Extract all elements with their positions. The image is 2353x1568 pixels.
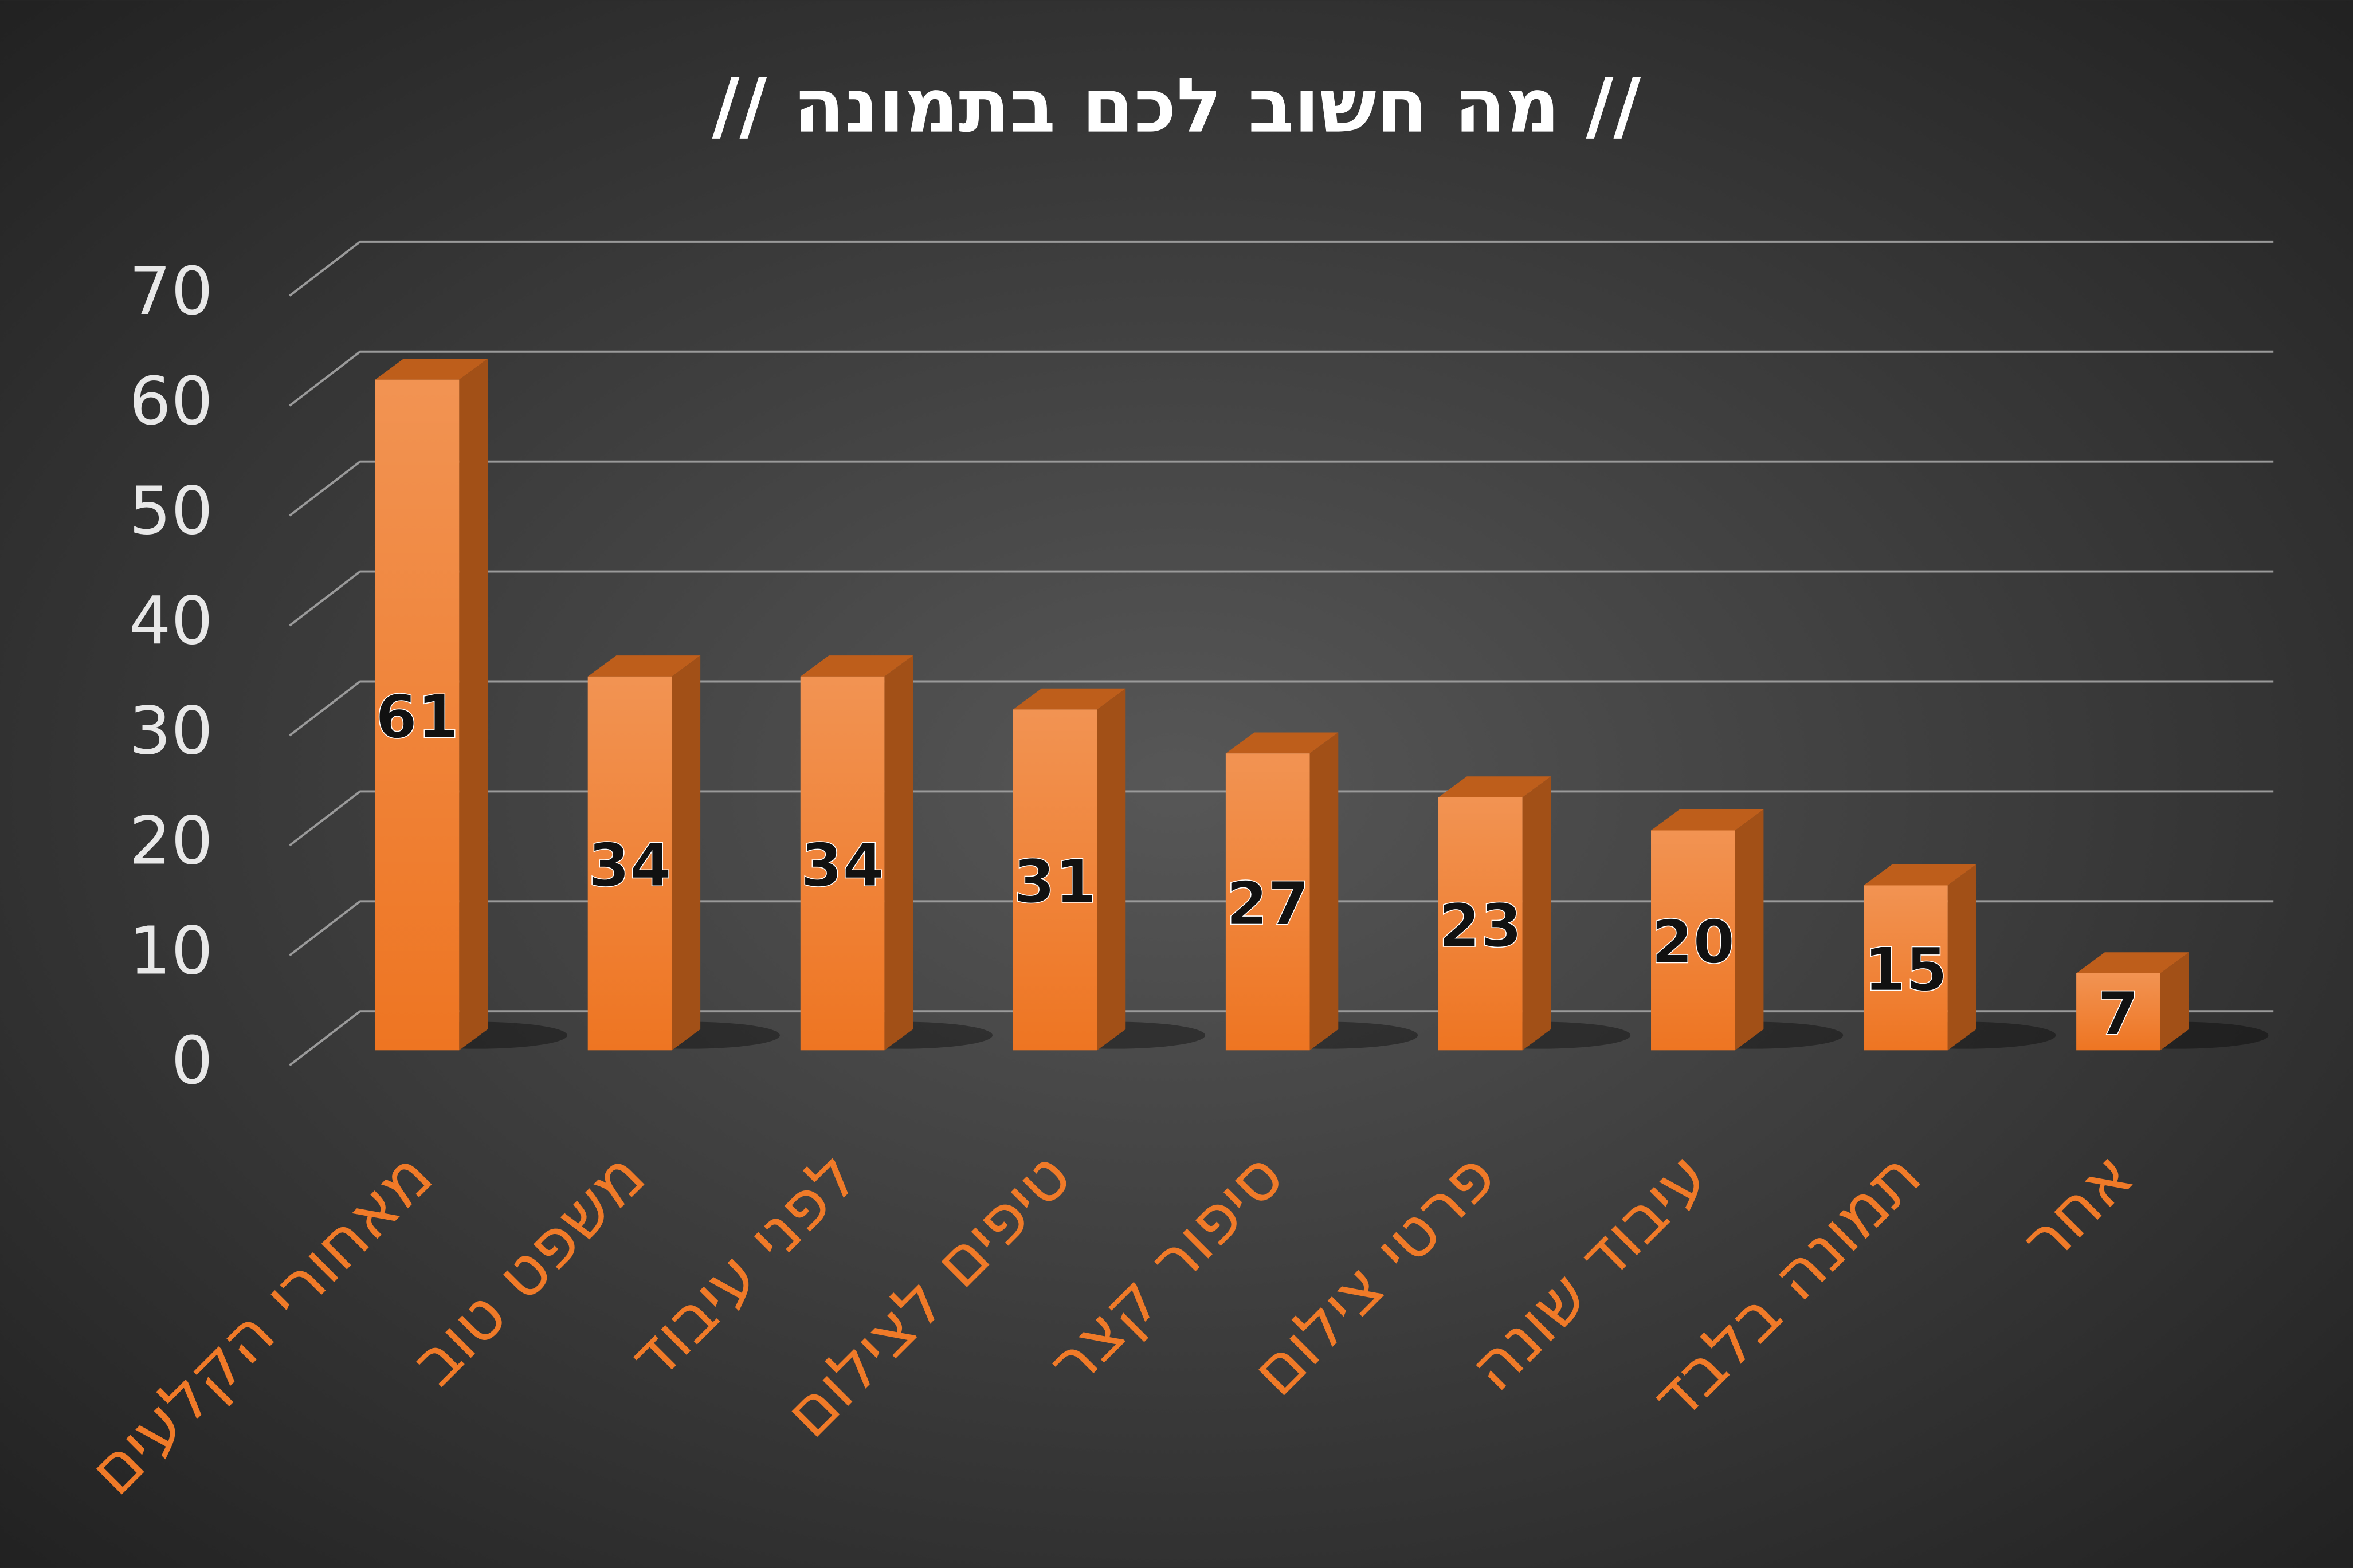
value-label: 34 xyxy=(801,830,884,900)
bar-shine xyxy=(1225,753,1310,1051)
value-label: 31 xyxy=(1013,847,1097,917)
bar-side xyxy=(1735,809,1764,1051)
y-tick-label: 0 xyxy=(171,1023,213,1099)
bar-shine xyxy=(1013,709,1097,1051)
bar-top xyxy=(1225,732,1339,754)
bar-top xyxy=(1438,776,1551,797)
bar-top xyxy=(1651,809,1764,831)
grid-line xyxy=(289,1010,2274,1067)
y-tick-label: 20 xyxy=(129,803,213,879)
value-label: 7 xyxy=(2097,978,2139,1048)
bar-side xyxy=(2160,952,2189,1051)
grid-line xyxy=(289,790,2274,847)
grid-line xyxy=(289,350,2274,407)
grid-line xyxy=(289,240,2274,297)
bar-side xyxy=(1947,864,1976,1051)
value-label: 34 xyxy=(588,830,672,900)
bar-shine xyxy=(1438,797,1523,1051)
grid-line xyxy=(289,460,2274,517)
value-label: 27 xyxy=(1226,869,1309,939)
bar-top xyxy=(2076,952,2189,973)
grid-line xyxy=(289,570,2274,627)
y-tick-label: 50 xyxy=(129,473,213,550)
grid-line xyxy=(289,680,2274,737)
bar-side xyxy=(459,359,488,1051)
chart-title: // מה חשוב לכם בתמונה // xyxy=(712,62,1641,150)
bar-side xyxy=(1309,732,1339,1051)
y-tick-label: 40 xyxy=(129,583,213,660)
y-tick-label: 60 xyxy=(129,363,213,440)
bar-top xyxy=(1013,688,1126,710)
bar-shine xyxy=(2076,973,2160,1051)
bar-top xyxy=(1864,864,1976,886)
bar-shine xyxy=(1651,830,1735,1051)
value-label: 15 xyxy=(1864,935,1948,1005)
bar-side xyxy=(672,655,701,1051)
bar-top xyxy=(375,359,488,380)
bar-shine xyxy=(800,676,885,1051)
bar-top xyxy=(800,655,913,677)
value-label: 23 xyxy=(1438,891,1522,961)
bar-shine xyxy=(1864,885,1948,1051)
grid-line xyxy=(289,900,2274,957)
value-label: 20 xyxy=(1651,907,1735,977)
bar-side xyxy=(1522,776,1551,1051)
bar-side xyxy=(884,655,913,1051)
bar-shine xyxy=(375,379,460,1051)
value-label: 61 xyxy=(375,682,459,752)
bar-shine xyxy=(587,676,672,1051)
y-tick-label: 70 xyxy=(129,253,213,330)
bar-side xyxy=(1097,688,1126,1051)
y-tick-label: 10 xyxy=(129,913,213,989)
bar-top xyxy=(587,655,701,677)
y-tick-label: 30 xyxy=(129,693,213,770)
